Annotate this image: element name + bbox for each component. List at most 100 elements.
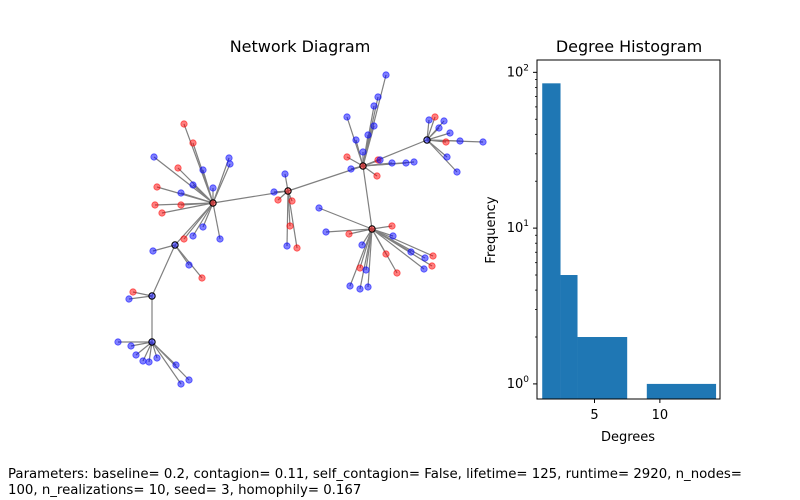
histogram-ticks: 5 10 100 101 102: [507, 63, 668, 423]
histogram-bar: [560, 275, 578, 399]
network-node-blue: [281, 170, 289, 178]
network-edge: [153, 156, 214, 204]
network-edge: [152, 244, 176, 252]
histogram-ylabel: Frequency: [484, 196, 499, 263]
network-node-blue: [425, 116, 433, 124]
network-edge: [371, 228, 434, 257]
network-node-red: [293, 244, 301, 252]
network-edge: [367, 228, 373, 288]
network-hub-node: [148, 338, 156, 346]
network-node-red: [158, 209, 166, 217]
network-node-blue: [209, 184, 217, 192]
network-node-blue: [177, 189, 185, 197]
network-node-blue: [114, 338, 122, 346]
network-node-blue: [352, 136, 360, 144]
histogram-frame: [536, 59, 721, 400]
network-diagram: [114, 71, 487, 388]
network-node-blue: [270, 188, 278, 196]
network-node-blue: [370, 102, 378, 110]
network-edge: [318, 207, 373, 230]
y-tick-label: 100: [507, 375, 530, 392]
network-node-blue: [189, 181, 197, 189]
network-edge: [355, 139, 364, 167]
network-node-red: [153, 183, 161, 191]
network-node-blue: [145, 358, 153, 366]
network-nodes: [114, 71, 487, 388]
network-edge: [348, 228, 373, 235]
network-node-blue: [358, 241, 366, 249]
network-node-blue: [359, 148, 367, 156]
network-title: Network Diagram: [230, 37, 371, 56]
network-node-blue: [322, 228, 330, 236]
network-node-red: [174, 164, 182, 172]
network-node-blue: [479, 138, 487, 146]
network-node-blue: [139, 357, 147, 365]
network-hub-node: [368, 225, 376, 233]
network-node-red: [180, 235, 188, 243]
y-tick-label: 101: [507, 219, 529, 236]
network-node-blue: [410, 158, 418, 166]
network-edge: [151, 244, 176, 297]
network-edge: [371, 228, 425, 270]
network-edge: [362, 74, 387, 167]
network-node-blue: [189, 232, 197, 240]
network-node-blue: [172, 361, 180, 369]
x-tick-label: 10: [652, 408, 669, 423]
network-hub-node: [359, 162, 367, 170]
network-node-blue: [421, 254, 429, 262]
network-node-red: [393, 269, 401, 277]
network-node-blue: [226, 160, 234, 168]
network-edge: [183, 202, 214, 240]
network-node-blue: [199, 166, 207, 174]
network-node-blue: [347, 165, 355, 173]
network-node-blue: [356, 285, 364, 293]
degree-histogram: 5 10 100 101 102 Degrees Frequency: [484, 59, 721, 445]
network-node-blue: [420, 265, 428, 273]
network-node-red: [388, 222, 396, 230]
network-node-red: [345, 230, 353, 238]
network-node-blue: [185, 261, 193, 269]
network-hub-node: [209, 199, 217, 207]
network-node-blue: [407, 248, 415, 256]
network-node-blue: [185, 376, 193, 384]
network-node-blue: [315, 204, 323, 212]
network-hub-node: [284, 187, 292, 195]
network-node-blue: [382, 71, 390, 79]
network-edge: [128, 295, 153, 300]
network-edge: [151, 341, 190, 381]
network-node-blue: [440, 117, 448, 125]
network-edge: [156, 186, 214, 204]
network-node-red: [189, 139, 197, 147]
network-node-blue: [225, 154, 233, 162]
network-node-blue: [435, 124, 443, 132]
network-node-red: [274, 196, 282, 204]
network-edge: [286, 190, 289, 247]
network-edge: [426, 139, 484, 143]
network-edge: [426, 116, 436, 141]
network-edge: [349, 228, 373, 287]
network-node-blue: [343, 113, 351, 121]
network-node-blue: [132, 351, 140, 359]
network-hub-node: [171, 241, 179, 249]
network-edge: [202, 169, 214, 204]
network-node-blue: [446, 129, 454, 137]
network-node-blue: [456, 137, 464, 145]
network-node-blue: [150, 153, 158, 161]
network-node-blue: [374, 93, 382, 101]
network-node-red: [129, 288, 137, 296]
network-node-blue: [149, 247, 157, 255]
network-edge: [426, 139, 458, 173]
network-node-blue: [362, 266, 370, 274]
network-edge: [212, 163, 231, 204]
network-node-blue: [153, 354, 161, 362]
network-node-red: [382, 250, 390, 258]
network-edge: [202, 202, 214, 228]
network-node-red: [356, 264, 364, 272]
network-node-red: [428, 262, 436, 270]
network-edge: [161, 202, 214, 214]
network-node-red: [373, 172, 381, 180]
histogram-xlabel: Degrees: [601, 430, 655, 445]
network-edge: [151, 341, 182, 385]
network-hub-node: [423, 136, 431, 144]
network-node-red: [180, 120, 188, 128]
